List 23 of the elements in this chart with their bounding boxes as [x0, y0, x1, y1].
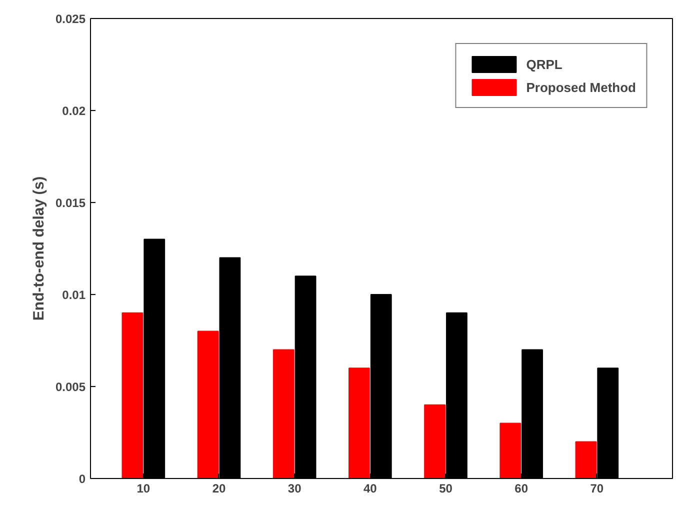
y-tick-label: 0.01 [62, 288, 86, 302]
y-tick-label: 0.025 [55, 12, 86, 26]
legend-label: QRPL [526, 56, 562, 72]
bar [197, 330, 219, 478]
x-tick-label: 40 [363, 482, 378, 496]
y-tick-label: 0.005 [55, 380, 86, 394]
y-axis-title: End-to-end delay (s) [30, 176, 48, 321]
x-tick-label: 60 [514, 482, 528, 496]
bar [122, 312, 144, 478]
y-tick-label: 0 [78, 472, 86, 486]
bar [424, 404, 446, 478]
bar [500, 422, 522, 478]
bar [348, 368, 370, 478]
x-tick-label: 30 [288, 482, 302, 496]
x-tick-label: 70 [590, 482, 604, 496]
x-tick-label: 50 [439, 482, 453, 496]
x-tick-label: 10 [136, 482, 150, 496]
bar [272, 349, 294, 478]
bar [575, 441, 597, 478]
y-tick-label: 0.015 [55, 196, 86, 210]
legend-label: Proposed Method [526, 80, 636, 94]
x-tick-label: 20 [212, 482, 226, 496]
y-tick-label: 0.02 [62, 104, 86, 118]
